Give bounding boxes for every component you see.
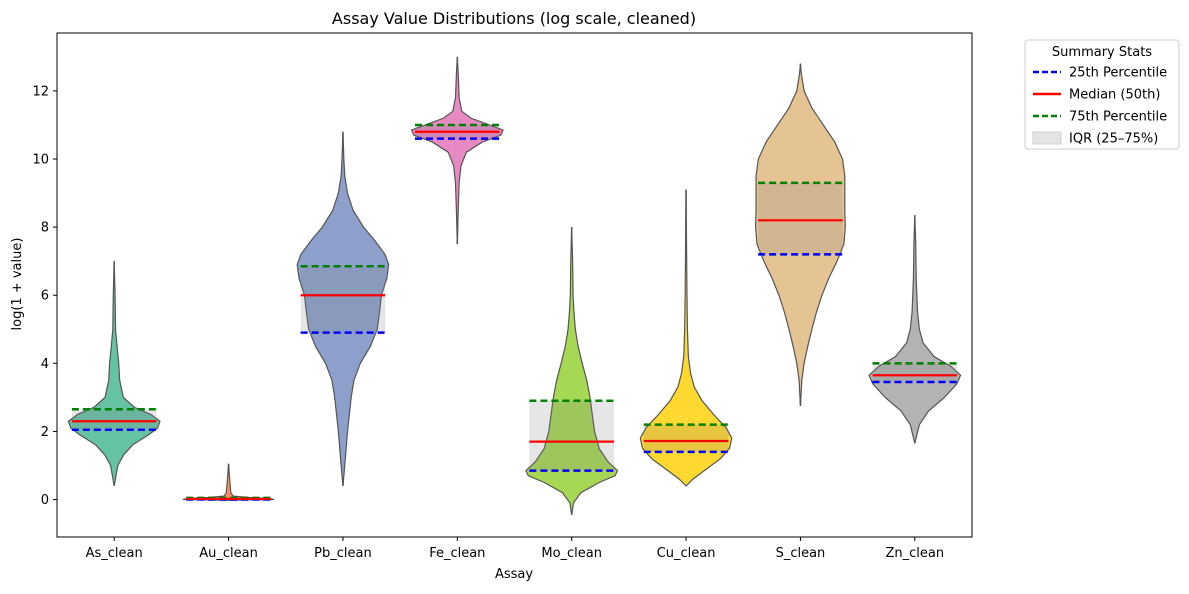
x-axis-label: Assay: [495, 567, 533, 582]
legend: Summary Stats 25th Percentile Median (50th…: [1024, 39, 1180, 150]
plot-frame: [56, 32, 973, 538]
iqr-box-Zn_clean: [872, 363, 958, 383]
legend-entry: 25th Percentile: [1033, 66, 1167, 81]
legend-title: Summary Stats: [1052, 45, 1152, 60]
legend-box: [1024, 39, 1180, 150]
y-tick-label: 0: [41, 493, 49, 508]
iqr-box-S_clean: [758, 182, 843, 255]
legend-label: 25th Percentile: [1069, 66, 1167, 81]
y-tick-label: 10: [32, 153, 49, 168]
violin-Pb_clean: [296, 131, 390, 486]
legend-swatch: [1032, 131, 1062, 145]
violin-Fe_clean: [410, 56, 504, 245]
x-tick-label: Cu_clean: [657, 546, 716, 561]
legend-label: 75th Percentile: [1069, 110, 1167, 125]
plot-area: 0 2 4 6 8 10 12 As_clean Au_clean Pb_clean Fe_clea…: [32, 32, 973, 561]
violin-body-Cu_clean: [639, 189, 733, 487]
y-axis-label: log(1 + value): [10, 238, 25, 331]
legend-entry: IQR (25–75%): [1032, 131, 1158, 147]
violin-body-Fe_clean: [410, 56, 504, 245]
iqr-box-Cu_clean: [643, 424, 729, 452]
iqr-box-As_clean: [71, 409, 157, 430]
x-tick-label: Zn_clean: [886, 546, 945, 561]
violin-body-Mo_clean: [525, 227, 619, 515]
violin-body-As_clean: [67, 261, 161, 487]
iqr-box-Pb_clean: [300, 266, 386, 333]
y-tick-label: 12: [32, 84, 49, 99]
y-tick-label: 6: [41, 289, 49, 304]
iqr-box-Mo_clean: [529, 400, 615, 471]
legend-entry: Median (50th): [1033, 88, 1160, 103]
violin-Zn_clean: [868, 215, 962, 444]
violin-Mo_clean: [525, 227, 619, 515]
violin-body-S_clean: [754, 63, 846, 406]
legend-label: Median (50th): [1069, 88, 1160, 103]
x-tick-label: Mo_clean: [541, 546, 602, 561]
x-tick-label: Fe_clean: [429, 546, 485, 561]
violin-S_clean: [754, 63, 846, 406]
violin-Cu_clean: [639, 189, 733, 487]
violin-body-Au_clean: [182, 463, 275, 501]
violin-body-Pb_clean: [296, 131, 390, 486]
y-tick-label: 4: [41, 357, 49, 372]
x-tick-label: S_clean: [776, 546, 826, 561]
chart-title: Assay Value Distributions (log scale, cl…: [332, 9, 696, 28]
x-tick-label: Pb_clean: [314, 546, 372, 561]
legend-label: IQR (25–75%): [1069, 132, 1158, 147]
y-tick-label: 2: [41, 425, 49, 440]
x-tick-label: Au_clean: [199, 546, 258, 561]
violin-As_clean: [67, 261, 161, 487]
violin-Au_clean: [182, 463, 275, 501]
violin-body-Zn_clean: [868, 215, 962, 444]
x-tick-label: As_clean: [86, 546, 143, 561]
y-tick-label: 8: [41, 221, 49, 236]
legend-entry: 75th Percentile: [1033, 110, 1167, 125]
